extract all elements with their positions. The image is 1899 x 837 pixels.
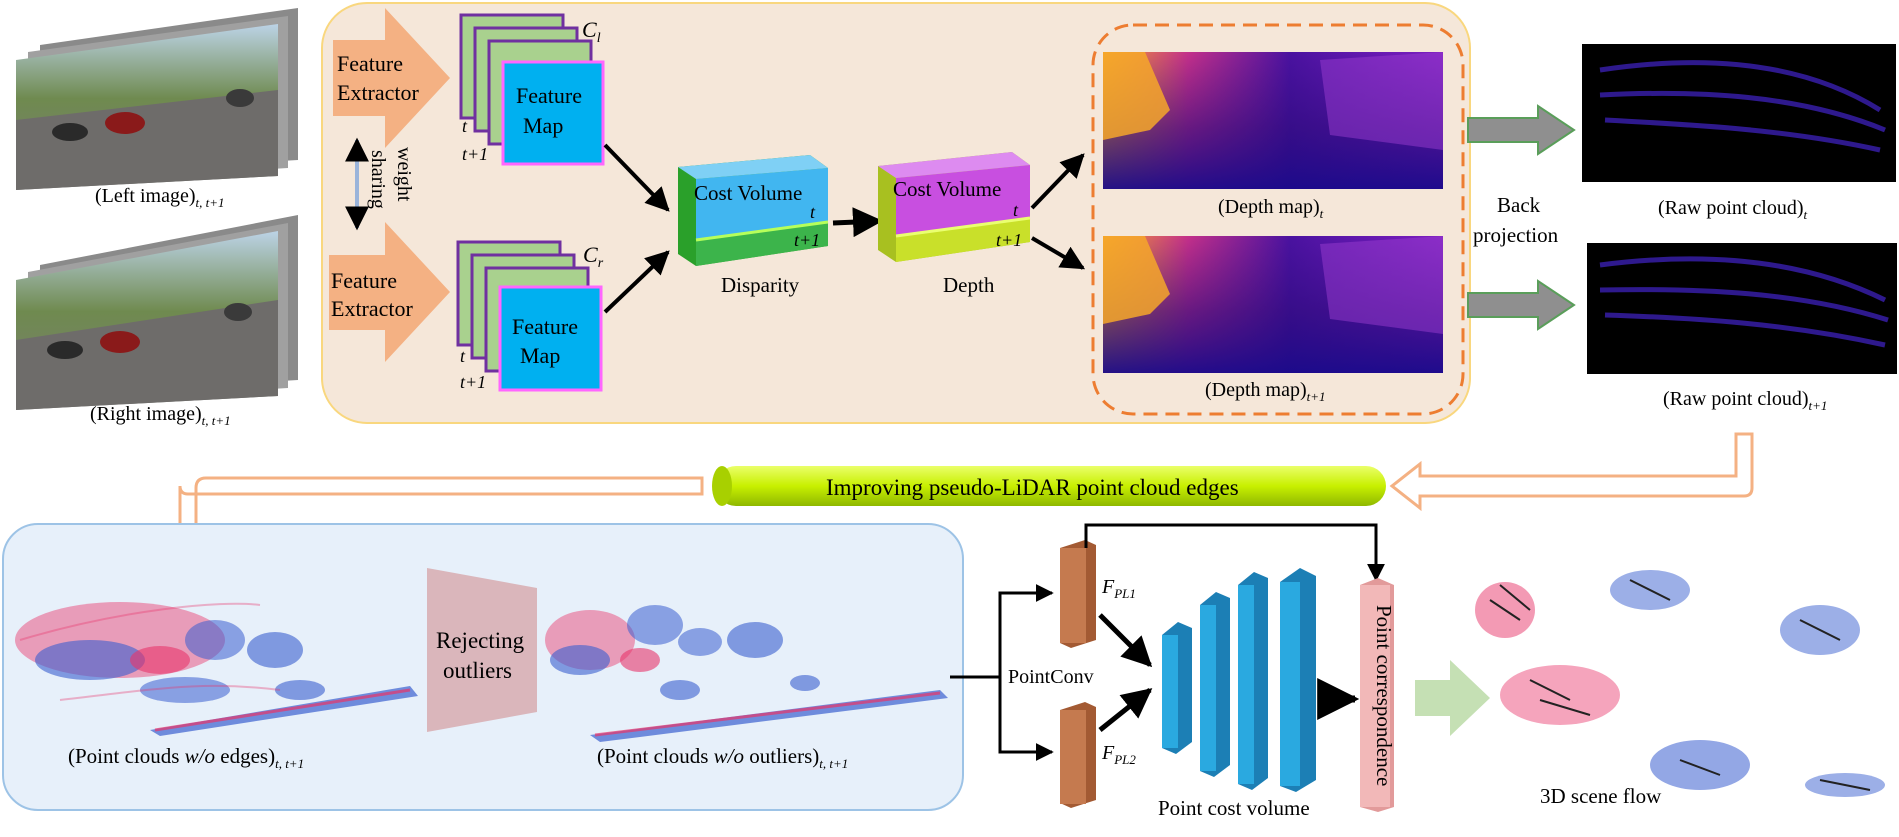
svg-text:Cost Volume: Cost Volume (694, 181, 802, 205)
svg-text:Disparity: Disparity (721, 273, 800, 297)
svg-text:t+1: t+1 (794, 230, 820, 250)
svg-text:t: t (460, 346, 466, 366)
depth-map-t1-caption: (Depth map)t+1 (1205, 379, 1326, 404)
svg-text:t+1: t+1 (462, 144, 488, 164)
weight-sharing: weight sharing (345, 137, 415, 231)
feature-map-stack-top: Feature Map Cl t t+1 (459, 13, 605, 166)
depth-map-t-caption: (Depth map)t (1218, 196, 1324, 221)
svg-text:Map: Map (523, 113, 563, 138)
svg-text:Point correspondence: Point correspondence (1372, 605, 1396, 786)
svg-text:FPL1: FPL1 (1101, 576, 1136, 601)
point-cloud-without-outliers (545, 605, 948, 742)
point-correspondence-bar: Point correspondence (1360, 578, 1396, 812)
cost-volume-depth: Cost Volume t t+1 Depth (878, 152, 1031, 297)
point-clouds-wo-edges-caption: (Point clouds w/o edges)t, t+1 (68, 744, 304, 771)
svg-text:sharing: sharing (367, 150, 389, 209)
svg-text:Cl: Cl (582, 17, 601, 46)
svg-text:t: t (1013, 200, 1019, 220)
svg-text:Feature: Feature (512, 314, 578, 339)
svg-text:Feature: Feature (337, 51, 403, 76)
fpl1-block: FPL1 (1060, 540, 1136, 648)
svg-text:Improving pseudo-LiDAR point c: Improving pseudo-LiDAR point cloud edges (826, 475, 1239, 500)
right-image-stack (16, 215, 298, 410)
back-projection-arrow-t (1467, 104, 1576, 156)
svg-text:Map: Map (520, 343, 560, 368)
svg-text:t+1: t+1 (460, 372, 486, 392)
raw-point-cloud-t1 (1587, 243, 1897, 374)
svg-text:Feature: Feature (331, 268, 397, 293)
svg-text:t+1: t+1 (996, 230, 1022, 250)
point-clouds-wo-outliers-caption: (Point clouds w/o outliers)t, t+1 (597, 744, 848, 771)
point-cost-volume-label: Point cost volume (1158, 796, 1310, 820)
feature-map-stack-bottom: Feature Map Cr t t+1 (456, 240, 604, 392)
depth-maps-box (1091, 23, 1465, 416)
arrow-fm-bottom-to-disparity (603, 250, 670, 314)
scene-flow-label: 3D scene flow (1540, 784, 1662, 808)
svg-text:FPL2: FPL2 (1101, 742, 1136, 767)
skip-connection (1084, 523, 1385, 582)
scene-flow-visual (1475, 570, 1885, 797)
arrow-disparity-to-depth (832, 207, 883, 238)
svg-text:Extractor: Extractor (331, 296, 414, 321)
edge-improvement-banner: Improving pseudo-LiDAR point cloud edges (712, 466, 1386, 506)
point-cloud-with-edges (15, 602, 418, 736)
svg-text:weight: weight (393, 147, 415, 202)
flow-arrow-right (1389, 432, 1754, 512)
svg-text:Depth: Depth (943, 273, 995, 297)
svg-text:Feature: Feature (516, 83, 582, 108)
arrow-fpl2-to-cost (1098, 688, 1153, 732)
left-image-caption: (Left image)t, t+1 (95, 185, 225, 210)
arrow-depth-to-map-t (1030, 153, 1085, 210)
svg-text:Cr: Cr (583, 242, 604, 271)
svg-text:t: t (810, 202, 816, 222)
raw-point-cloud-t1-caption: (Raw point cloud)t+1 (1663, 388, 1827, 413)
svg-text:Cost Volume: Cost Volume (893, 177, 1001, 201)
svg-text:t: t (462, 116, 468, 136)
left-image-stack (16, 8, 298, 190)
pointconv-label: PointConv (1008, 666, 1094, 688)
depth-map-t1 (1103, 236, 1443, 373)
svg-text:outliers: outliers (443, 658, 512, 683)
back-projection-label: Back projection (1473, 193, 1559, 247)
svg-text:Rejecting: Rejecting (436, 628, 525, 653)
point-cost-volume-blocks (1162, 568, 1316, 792)
svg-text:Extractor: Extractor (337, 80, 420, 105)
feature-extractor-top: Feature Extractor (333, 8, 450, 148)
right-image-caption: (Right image)t, t+1 (90, 403, 231, 428)
depth-map-t (1103, 52, 1443, 189)
arrow-fpl1-to-cost (1098, 613, 1153, 668)
raw-point-cloud-t (1582, 44, 1896, 182)
arrow-to-scene-flow (1415, 660, 1490, 736)
arrow-depth-to-map-t1 (1030, 236, 1086, 270)
pointconv-branch (950, 584, 1054, 679)
raw-point-cloud-t-caption: (Raw point cloud)t (1658, 197, 1808, 222)
arrow-fm-top-to-disparity (603, 143, 670, 212)
fpl2-block: FPL2 (1060, 702, 1136, 808)
cost-volume-disparity: Cost Volume t t+1 Disparity (678, 155, 829, 297)
feature-extractor-bottom: Feature Extractor (329, 222, 450, 362)
back-projection-arrow-t1 (1467, 279, 1576, 331)
rejecting-outliers-block: Rejecting outliers (427, 568, 537, 732)
pointconv-branch-2 (998, 677, 1054, 761)
